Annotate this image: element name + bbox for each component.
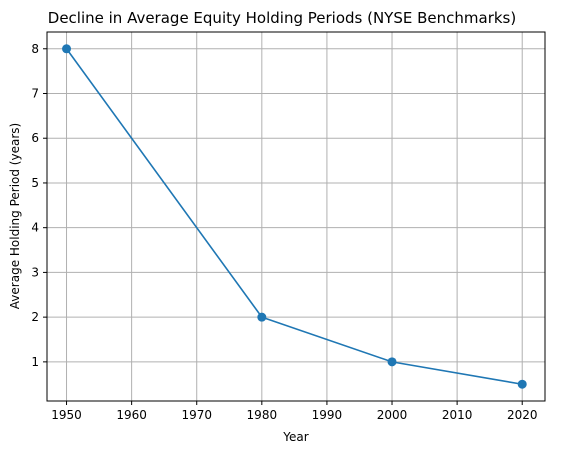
y-axis-label: Average Holding Period (years) [8,123,22,309]
x-tick-label: 1980 [247,408,278,422]
x-tick-label: 1970 [181,408,212,422]
chart-title: Decline in Average Equity Holding Period… [48,9,516,27]
y-tick-label: 4 [31,221,39,235]
grid-layer [47,32,545,401]
y-tick-label: 6 [31,131,39,145]
y-tick-label: 1 [31,355,39,369]
y-tick-label: 2 [31,310,39,324]
x-tick-label: 2000 [377,408,408,422]
y-tick-label: 5 [31,176,39,190]
x-tick-label: 1990 [312,408,343,422]
data-point [257,312,267,322]
y-tick-label: 8 [31,42,39,56]
x-tick-label: 1950 [51,408,82,422]
x-tick-label: 1960 [116,408,147,422]
plot-frame [46,31,546,402]
y-tick-label: 3 [31,265,39,279]
data-point [62,44,72,54]
y-tick-label: 7 [31,87,39,101]
data-point [387,357,397,367]
series-layer [62,44,527,389]
x-tick-label: 2010 [442,408,473,422]
x-tick-label: 2020 [507,408,538,422]
tick-layer: 1950 1960 1970 1980 1990 2000 2010 2020 1 2 3 4 5 6 7 8 [31,42,537,422]
data-point [517,379,527,389]
series-line [65,48,523,386]
x-axis-label: Year [282,430,308,444]
